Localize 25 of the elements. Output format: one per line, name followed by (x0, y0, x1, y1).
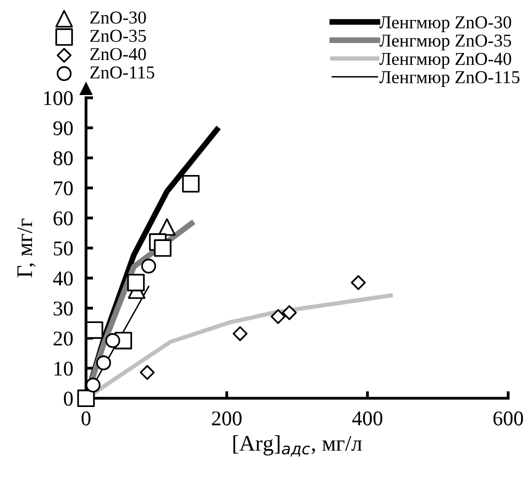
legend-label: Ленгмюр ZnO-115 (379, 71, 520, 87)
x-tick-label: 0 (82, 411, 90, 426)
legend-label: ZnO-35 (90, 30, 146, 42)
y-tick-label: 20 (54, 332, 73, 346)
y-tick-label: 60 (54, 211, 73, 226)
legend-label: ZnO-40 (90, 48, 146, 60)
y-tick-label: 70 (54, 181, 73, 196)
y-tick-label: 0 (64, 392, 73, 406)
x-tick-label: 600 (493, 411, 523, 426)
y-tick-label: 100 (44, 91, 73, 106)
legend-label: ZnO-115 (90, 66, 154, 79)
legend-label: Ленгмюр ZnO-35 (379, 34, 512, 50)
x-tick-label: 400 (352, 411, 382, 426)
x-axis-title: [Arg]$_{адс}$, мг/л (233, 435, 362, 456)
y-tick-label: 80 (53, 151, 73, 166)
x-tick-label: 200 (212, 411, 242, 426)
y-tick-label: 30 (54, 302, 73, 316)
y-axis-title: Г, мг/г (17, 218, 36, 278)
legend-label: Ленгмюр ZnO-30 (379, 16, 512, 32)
legend-label: ZnO-30 (90, 11, 146, 24)
y-tick-label: 50 (54, 241, 73, 256)
y-tick-label: 10 (54, 362, 73, 376)
y-tick-label: 90 (53, 121, 73, 136)
legend-label: Ленгмюр ZnO-40 (379, 52, 512, 69)
y-tick-label: 40 (53, 271, 73, 286)
